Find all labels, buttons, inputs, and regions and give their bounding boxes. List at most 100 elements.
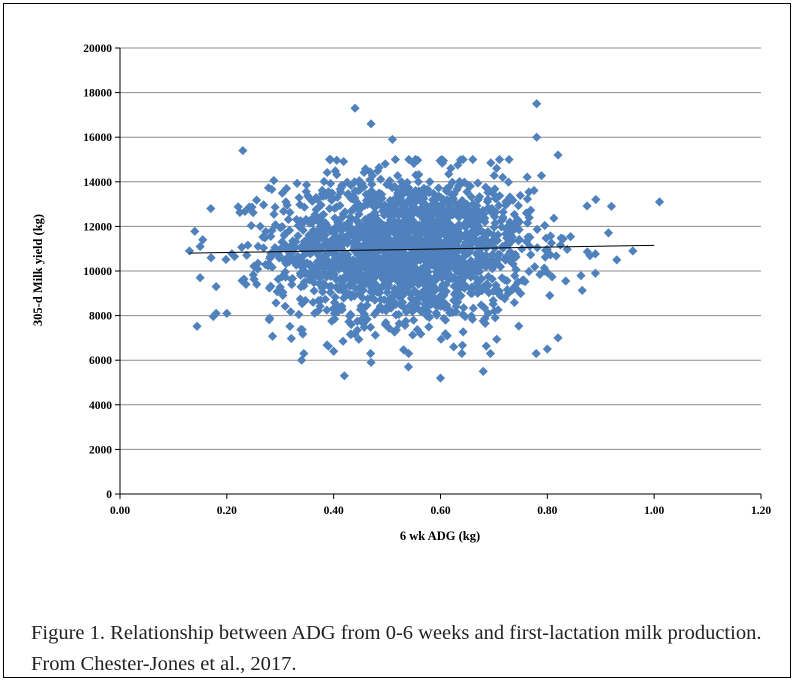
data-point [390,297,400,308]
data-point [253,258,263,268]
data-point [313,263,323,274]
data-point [314,279,324,289]
data-point [411,170,421,180]
data-point [339,237,349,247]
data-point [320,250,330,260]
data-point [315,273,325,283]
data-point [500,275,510,285]
data-point [273,274,283,284]
data-point [401,316,411,326]
data-point [393,171,403,181]
data-point [359,167,369,178]
data-point [408,315,419,325]
data-point [294,193,304,203]
data-point [413,177,423,187]
data-point [298,329,308,339]
data-point [410,239,420,250]
data-point [318,209,329,220]
data-point [562,244,572,255]
data-point [427,257,438,267]
data-point [396,224,407,235]
data-point [352,325,362,335]
data-point [606,201,617,211]
data-point [494,154,505,165]
data-point [350,186,360,196]
data-point [339,222,349,232]
data-point [459,283,470,293]
data-point [337,182,347,192]
data-point [198,235,208,245]
data-point [301,187,311,197]
data-point [279,255,289,265]
data-point [382,250,392,260]
data-point [416,205,426,215]
data-point [322,340,332,350]
data-point [252,279,262,289]
data-point [435,291,445,301]
data-point [439,195,449,205]
data-point [503,288,513,299]
data-point [372,283,383,293]
data-point [490,285,500,296]
data-point [457,268,467,279]
data-point [464,204,474,214]
data-point [293,231,303,241]
data-point [346,329,356,339]
data-point [275,282,285,292]
data-point [393,256,403,266]
data-point [416,264,426,274]
data-point [476,274,487,284]
data-point [512,285,522,295]
data-point [393,188,403,198]
data-point [384,258,395,268]
data-point [462,187,472,197]
data-point [487,274,497,284]
data-point [271,298,281,308]
data-point [354,334,364,344]
data-point [338,336,348,346]
data-point [237,276,247,286]
data-point [267,184,277,195]
data-point [295,242,306,253]
data-point [453,160,463,170]
data-point [278,206,289,216]
data-point [293,251,303,261]
data-point [333,307,343,317]
data-point [391,260,401,271]
data-point [360,221,370,231]
data-point [457,348,467,359]
data-point [327,188,337,198]
data-point [354,176,364,186]
data-point [551,251,561,261]
data-point [501,197,511,207]
data-point [320,294,330,304]
data-point [459,303,469,313]
data-point [418,214,428,224]
data-point [425,177,435,187]
data-point [357,293,368,303]
data-point [299,202,310,212]
data-point [338,156,349,167]
data-point [264,283,275,293]
scatter-chart: 0 2000 4000 6000 8000 10000 12000 14000 16000 180… [31,43,771,543]
data-point [411,220,421,230]
data-point [521,236,532,247]
data-point [325,226,335,236]
data-point [431,308,441,318]
data-point [405,250,416,260]
data-point [370,238,381,248]
data-point [309,286,319,296]
data-point [440,315,451,325]
data-point [503,177,514,187]
data-point [612,255,622,265]
data-point [511,223,521,234]
data-point [400,252,410,262]
data-point [267,225,277,236]
data-point [458,154,468,165]
data-point [481,182,491,192]
data-point [526,205,536,215]
data-point [561,276,571,286]
y-tick-label: 4000 [89,400,112,412]
data-point [331,275,341,285]
data-point [541,233,551,243]
